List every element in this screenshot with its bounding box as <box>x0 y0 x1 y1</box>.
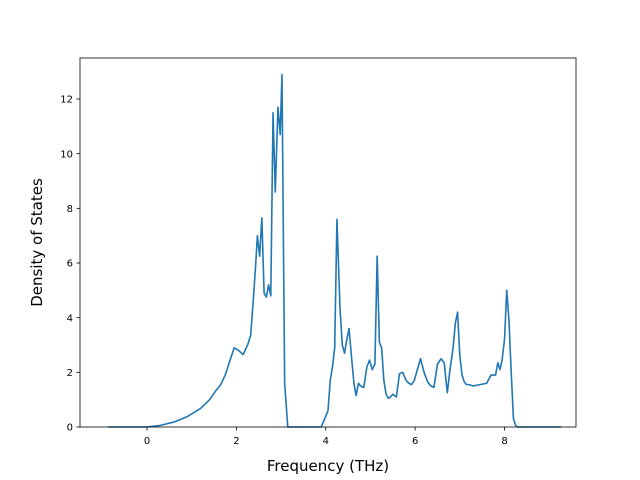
x-axis-ticks: 0 2 4 6 8 <box>144 427 508 447</box>
series-layer <box>108 73 562 428</box>
x-tick-label: 6 <box>412 436 418 447</box>
y-tick-label: 0 <box>67 423 73 434</box>
x-tick-label: 8 <box>501 436 507 447</box>
y-tick-label: 6 <box>67 259 73 270</box>
x-axis-label: Frequency (THz) <box>267 457 389 475</box>
y-tick-label: 2 <box>67 368 73 379</box>
dos-series-line <box>108 73 562 428</box>
x-tick-label: 4 <box>323 436 329 447</box>
y-axis-label: Density of States <box>28 178 46 307</box>
x-tick-label: 2 <box>233 436 239 447</box>
y-tick-label: 10 <box>60 149 73 160</box>
y-tick-label: 4 <box>67 313 73 324</box>
y-tick-label: 12 <box>60 95 73 106</box>
plot-area <box>80 58 576 427</box>
y-axis-ticks: 0 2 4 6 8 10 12 <box>60 95 80 434</box>
x-tick-label: 0 <box>144 436 150 447</box>
y-tick-label: 8 <box>67 204 73 215</box>
plot-frame <box>79 57 577 428</box>
